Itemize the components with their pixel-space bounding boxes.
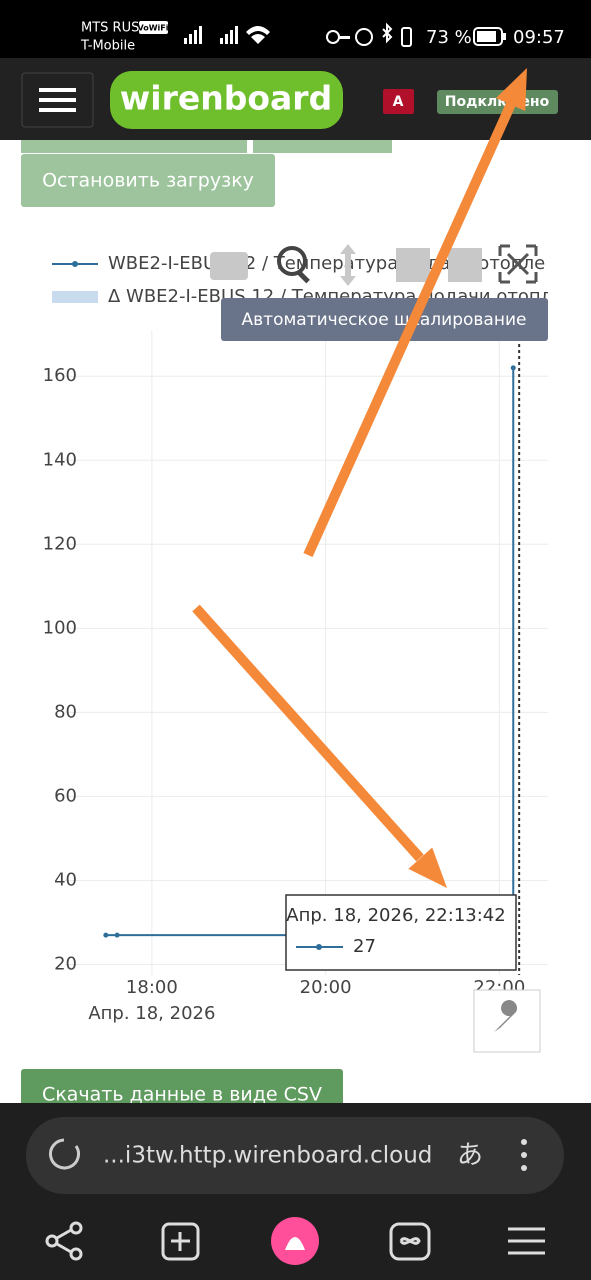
hover-box — [285, 894, 517, 971]
translate[interactable]: あ — [457, 1141, 483, 1171]
x-tick-label: 20:00 — [300, 977, 352, 998]
more-icon[interactable] — [521, 1139, 527, 1171]
csv-button[interactable] — [21, 1069, 343, 1109]
x-date-label: Апр. 18, 2026 — [88, 1003, 215, 1024]
x-tick-label: 18:00 — [126, 977, 178, 998]
pan-icon[interactable] — [340, 244, 356, 286]
menu-button[interactable] — [21, 72, 94, 128]
hover-legend-marker — [316, 944, 322, 950]
carrier2: T-Mobile — [80, 39, 135, 54]
vowifi-badge — [139, 21, 168, 34]
reload-icon[interactable] — [49, 1138, 80, 1170]
connection-status: Подключено — [445, 94, 550, 110]
wrench-icon — [494, 1000, 518, 1032]
point — [510, 365, 516, 371]
stop-button[interactable] — [21, 154, 275, 207]
nav-icons — [45, 1221, 545, 1261]
modebar-tooltip-text: Автоматическое шкалирование — [242, 310, 527, 330]
assistant-icon — [285, 1237, 305, 1250]
stop-button-label: Остановить загрузку — [42, 170, 254, 192]
camera-icon[interactable] — [210, 252, 248, 280]
vowifi: VoWiFi — [137, 24, 168, 33]
menu-icon — [39, 88, 76, 112]
battery: 73 % — [426, 27, 472, 48]
csv-button-label: Скачать данные в виде CSV — [42, 1084, 322, 1106]
zoom-icon[interactable] — [277, 246, 307, 276]
y-tick-label: 40 — [54, 869, 77, 890]
zoom-out-icon[interactable] — [448, 248, 482, 282]
y-tick-label: 120 — [43, 533, 77, 554]
chart: 20 40 60 80 100 120 140 160 18:00 Апр. 18, 2026 20… — [43, 253, 548, 1024]
y-tick-label: 100 — [43, 617, 77, 638]
annotation-arrows — [192, 68, 527, 888]
hover-value: 27 — [353, 936, 376, 957]
url: ...i3tw.http.wirenboard.cloud — [103, 1143, 432, 1169]
logo-bg[interactable] — [110, 71, 343, 129]
modebar-tooltip — [221, 298, 548, 341]
badge[interactable] — [383, 89, 414, 114]
y-tick-label: 160 — [43, 365, 77, 386]
url-bar[interactable] — [26, 1117, 564, 1194]
series-line — [105, 367, 515, 937]
hover-label: Апр. 18, 2026, 22:13:42 — [286, 905, 505, 926]
zoom-in-icon[interactable] — [396, 248, 430, 282]
status-pill — [437, 90, 558, 114]
time: 09:57 — [513, 27, 565, 48]
carrier: MTS RUS — [81, 21, 139, 36]
legend-marker — [72, 261, 78, 267]
point — [103, 932, 109, 938]
button-partial[interactable] — [253, 140, 392, 153]
modebar — [210, 244, 538, 286]
y-tick-label: 80 — [54, 701, 77, 722]
y-tick-label: 20 — [54, 953, 77, 974]
signal-icons — [184, 22, 506, 47]
button-partial[interactable] — [21, 140, 247, 153]
y-tick-label: 140 — [43, 449, 77, 470]
legend-swatch — [52, 291, 98, 303]
autoscale-icon[interactable] — [498, 244, 538, 284]
point — [114, 932, 120, 938]
badge-text: A — [393, 94, 404, 110]
logo: wirenboard — [120, 79, 332, 118]
y-tick-label: 60 — [54, 785, 77, 806]
